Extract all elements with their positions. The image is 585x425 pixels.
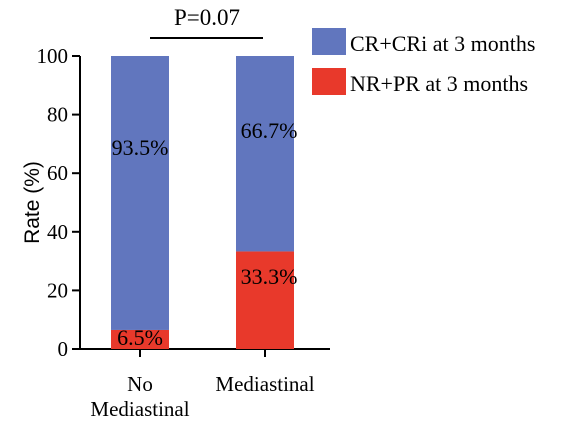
legend-swatch	[312, 68, 346, 95]
y-tick-label: 60	[47, 161, 68, 185]
y-tick-label: 100	[37, 44, 69, 68]
data-labels: 6.5% 93.5% 33.3% 66.7%	[112, 118, 298, 350]
x-tick-label: Mediastinal	[215, 372, 314, 396]
data-label: 6.5%	[117, 325, 163, 350]
data-label: 93.5%	[112, 135, 169, 160]
y-tick-label: 40	[47, 220, 68, 244]
bar-segment	[236, 56, 294, 252]
y-tick-label: 80	[47, 103, 68, 127]
legend-label: CR+CRi at 3 months	[350, 31, 535, 56]
data-label: 66.7%	[241, 118, 298, 143]
bar-segment	[111, 56, 169, 330]
legend: CR+CRi at 3 months NR+PR at 3 months	[312, 28, 535, 96]
p-value-label: P=0.07	[174, 5, 240, 30]
x-tick-label: No Mediastinal	[90, 372, 189, 421]
significance-annotation: P=0.07	[150, 5, 263, 39]
bar-segment	[236, 251, 294, 349]
y-tick-label: 0	[58, 337, 69, 361]
axes: 0 20 40 60 80 100 No Mediastinal Mediastinal Rate…	[21, 44, 330, 421]
y-tick-label: 20	[47, 278, 68, 302]
legend-swatch	[312, 28, 346, 55]
legend-label: NR+PR at 3 months	[350, 71, 528, 96]
bars	[111, 56, 294, 349]
data-label: 33.3%	[241, 264, 298, 289]
y-axis-label: Rate (%)	[21, 161, 44, 244]
bar-segment	[111, 329, 169, 349]
